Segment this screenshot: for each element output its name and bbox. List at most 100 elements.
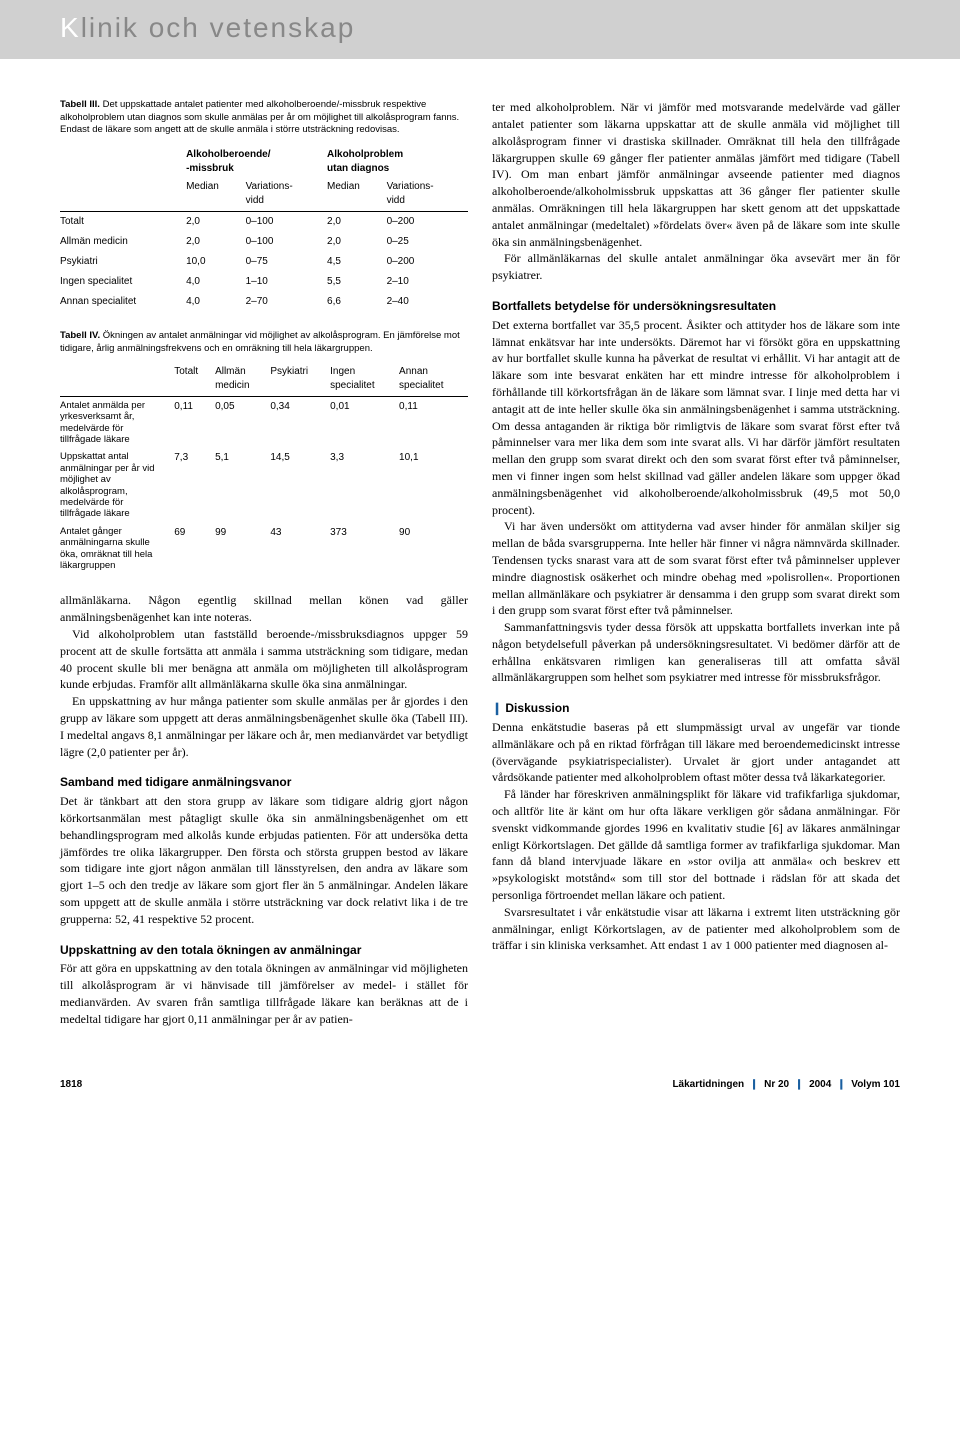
- table-row: Antalet gånger anmälningarna skulle öka,…: [60, 523, 468, 575]
- table-cell: 99: [215, 523, 270, 575]
- table-cell: 2,0: [186, 212, 246, 233]
- header-banner: Klinik och vetenskap: [0, 0, 960, 59]
- table-row: Antalet anmälda per yrkesverksamt år, me…: [60, 396, 468, 448]
- left-p2: Vid alkoholproblem utan fastställd beroe…: [60, 626, 468, 693]
- title-prefix: K: [60, 12, 81, 43]
- table-cell: 373: [330, 523, 399, 575]
- right-p7: Få länder har föreskriven anmälningsplik…: [492, 786, 900, 904]
- footer-volume: Volym 101: [851, 1079, 900, 1090]
- t4-col-1: Allmän medicin: [215, 363, 270, 397]
- t3-sub-median-1: Median: [186, 178, 246, 212]
- right-p8: Svarsresultatet i vår enkätstudie visar …: [492, 904, 900, 954]
- left-h1: Samband med tidigare anmälningsvanor: [60, 774, 468, 791]
- table4-caption: Tabell IV. Ökningen av antalet anmälning…: [60, 330, 468, 355]
- table-cell: 43: [270, 523, 330, 575]
- right-h1: Bortfallets betydelse för undersökningsr…: [492, 298, 900, 315]
- table-row-label: Antalet anmälda per yrkesverksamt år, me…: [60, 396, 174, 448]
- right-column: ter med alkoholproblem. När vi jämför me…: [492, 99, 900, 1027]
- table-row: Annan specialitet4,02–706,62–40: [60, 292, 468, 312]
- left-p3: En uppskattning av hur många patienter s…: [60, 693, 468, 760]
- table-row: Uppskattat antal anmälningar per år vid …: [60, 448, 468, 522]
- table-cell: 4,5: [327, 252, 387, 272]
- table-cell: 10,1: [399, 448, 468, 522]
- right-p1: ter med alkoholproblem. När vi jämför me…: [492, 99, 900, 250]
- left-p1: allmänläkarna. Någon egentlig skillnad m…: [60, 592, 468, 626]
- separator-icon: ❙: [747, 1079, 761, 1090]
- table-row: Allmän medicin2,00–1002,00–25: [60, 232, 468, 252]
- title-rest: linik och vetenskap: [81, 12, 356, 43]
- table-cell: 0,34: [270, 396, 330, 448]
- left-body-text: allmänläkarna. Någon egentlig skillnad m…: [60, 592, 468, 1027]
- table-cell: 0–200: [387, 212, 468, 233]
- table-cell: Annan specialitet: [60, 292, 186, 312]
- page-number: 1818: [60, 1078, 82, 1092]
- table-cell: 0,11: [174, 396, 215, 448]
- table-cell: 69: [174, 523, 215, 575]
- table-cell: 2,0: [186, 232, 246, 252]
- table-row-label: Antalet gånger anmälningarna skulle öka,…: [60, 523, 174, 575]
- t3-sub-var-2: Variations- vidd: [387, 178, 468, 212]
- table-cell: 4,0: [186, 272, 246, 292]
- page-footer: 1818 Läkartidningen ❙ Nr 20 ❙ 2004 ❙ Vol…: [0, 1048, 960, 1102]
- table-cell: 0–100: [246, 232, 327, 252]
- table-cell: 2,0: [327, 212, 387, 233]
- table-cell: 90: [399, 523, 468, 575]
- table3-caption-text: Det uppskattade antalet patienter med al…: [60, 99, 459, 135]
- footer-right: Läkartidningen ❙ Nr 20 ❙ 2004 ❙ Volym 10…: [672, 1078, 900, 1092]
- right-p5: Sammanfattningsvis tyder dessa försök at…: [492, 619, 900, 686]
- table-cell: 2–40: [387, 292, 468, 312]
- table-cell: 0–100: [246, 212, 327, 233]
- table-cell: 2–70: [246, 292, 327, 312]
- right-p6: Denna enkätstudie baseras på ett slumpmä…: [492, 719, 900, 786]
- table-cell: 5,5: [327, 272, 387, 292]
- table-cell: 14,5: [270, 448, 330, 522]
- left-p5: För att göra en uppskattning av den tota…: [60, 960, 468, 1027]
- table-cell: 0,11: [399, 396, 468, 448]
- table-cell: 1–10: [246, 272, 327, 292]
- table-cell: 0–25: [387, 232, 468, 252]
- table-cell: Psykiatri: [60, 252, 186, 272]
- table-cell: 4,0: [186, 292, 246, 312]
- t4-col-2: Psykiatri: [270, 363, 330, 397]
- t4-col-4: Annan specialitet: [399, 363, 468, 397]
- right-p4: Vi har även undersökt om attityderna vad…: [492, 518, 900, 619]
- table-row-label: Uppskattat antal anmälningar per år vid …: [60, 448, 174, 522]
- blue-bar-icon: ❙: [492, 701, 505, 715]
- t3-group2: Alkoholproblem utan diagnos: [327, 144, 468, 178]
- t4-col-3: Ingen specialitet: [330, 363, 399, 397]
- right-p3: Det externa bortfallet var 35,5 procent.…: [492, 317, 900, 519]
- content-columns: Tabell III. Det uppskattade antalet pati…: [0, 99, 960, 1047]
- table-cell: 0,01: [330, 396, 399, 448]
- t3-group1: Alkoholberoende/ -missbruk: [186, 144, 327, 178]
- right-body-text: ter med alkoholproblem. När vi jämför me…: [492, 99, 900, 954]
- table3-caption: Tabell III. Det uppskattade antalet pati…: [60, 99, 468, 136]
- table-cell: 0–200: [387, 252, 468, 272]
- t4-col-0: Totalt: [174, 363, 215, 397]
- table-cell: 7,3: [174, 448, 215, 522]
- separator-icon: ❙: [834, 1079, 848, 1090]
- table-cell: 2–10: [387, 272, 468, 292]
- table-row: Totalt2,00–1002,00–200: [60, 212, 468, 233]
- table-cell: 5,1: [215, 448, 270, 522]
- table4-label: Tabell IV.: [60, 330, 100, 341]
- table-cell: 2,0: [327, 232, 387, 252]
- right-h2: Diskussion: [505, 701, 569, 715]
- section-title: Klinik och vetenskap: [60, 8, 940, 47]
- discussion-heading: ❙ Diskussion: [492, 700, 900, 717]
- table-cell: Totalt: [60, 212, 186, 233]
- table4: Totalt Allmän medicin Psykiatri Ingen sp…: [60, 363, 468, 574]
- table-cell: 6,6: [327, 292, 387, 312]
- separator-icon: ❙: [792, 1079, 806, 1090]
- table4-caption-text: Ökningen av antalet anmälningar vid möjl…: [60, 330, 460, 353]
- table-cell: 3,3: [330, 448, 399, 522]
- table3-label: Tabell III.: [60, 99, 100, 110]
- right-p2: För allmänläkarnas del skulle antalet an…: [492, 250, 900, 284]
- left-h2: Uppskattning av den totala ökningen av a…: [60, 942, 468, 959]
- t3-sub-median-2: Median: [327, 178, 387, 212]
- footer-journal: Läkartidningen: [672, 1079, 744, 1090]
- table-cell: Allmän medicin: [60, 232, 186, 252]
- table-row: Ingen specialitet4,01–105,52–10: [60, 272, 468, 292]
- table-cell: 10,0: [186, 252, 246, 272]
- table-cell: 0–75: [246, 252, 327, 272]
- footer-year: 2004: [809, 1079, 831, 1090]
